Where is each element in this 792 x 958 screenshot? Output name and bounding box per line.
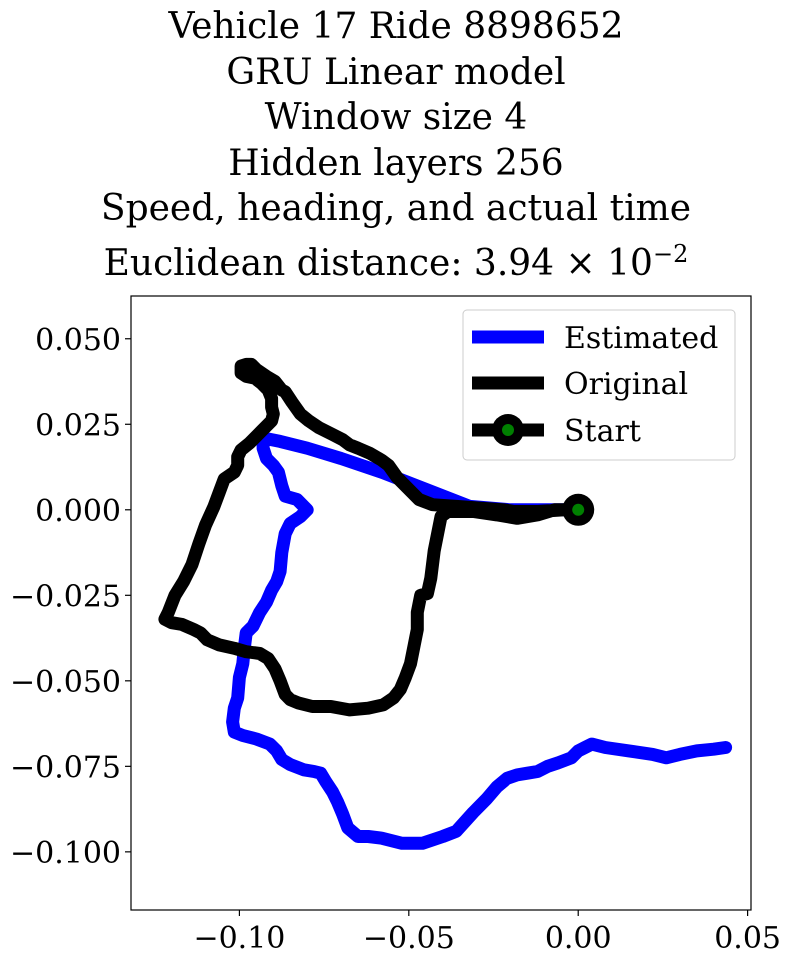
metric-times: × — [565, 242, 596, 284]
legend-box — [462, 309, 736, 461]
title-line-metric: Euclidean distance: 3.94 × 10−2 — [0, 232, 792, 287]
y-tick-label: −0.050 — [10, 665, 121, 700]
title-line: GRU Linear model — [226, 51, 566, 93]
x-axis: −0.10 −0.05 0.00 0.05 — [193, 910, 781, 956]
y-tick-label: 0.025 — [35, 408, 121, 443]
plot-frame — [130, 295, 752, 911]
legend-start-marker-inner — [502, 424, 514, 436]
y-axis: 0.050 0.025 0.000 −0.025 −0.050 −0.075 −0.100 — [10, 323, 131, 871]
legend-estimated-label: Estimated — [564, 321, 718, 356]
x-tick-label: 0.00 — [545, 921, 612, 956]
legend-start-label: Start — [564, 414, 641, 449]
start-marker-inner — [572, 503, 585, 516]
y-tick-label: −0.075 — [10, 750, 121, 785]
metric-base: 10 — [607, 242, 653, 284]
title-line: Vehicle 17 Ride 8898652 — [168, 6, 624, 47]
series-line-estimated — [226, 431, 733, 850]
title-line: Window size 4 — [264, 97, 528, 138]
chart-title: Vehicle 17 Ride 8898652 GRU Linear model… — [0, 4, 792, 286]
y-tick-label: −0.100 — [10, 836, 121, 871]
y-tick-label: 0.050 — [35, 323, 121, 358]
legend: Estimated Original Start — [462, 309, 736, 461]
title-line: Speed, heading, and actual time — [100, 188, 692, 229]
x-tick-label: 0.05 — [714, 921, 781, 956]
title-line: Hidden layers 256 — [228, 142, 564, 184]
series-line-original — [158, 357, 585, 717]
metric-exponent: −2 — [652, 239, 689, 268]
x-tick-label: −0.05 — [363, 921, 455, 956]
series-layer — [158, 357, 733, 850]
x-tick-label: −0.10 — [193, 921, 285, 956]
legend-original-label: Original — [564, 367, 688, 402]
marker-layer — [562, 493, 595, 526]
y-tick-label: −0.025 — [10, 579, 121, 614]
y-tick-label: 0.000 — [35, 494, 121, 529]
metric-prefix: Euclidean distance: 3.94 — [103, 242, 555, 284]
